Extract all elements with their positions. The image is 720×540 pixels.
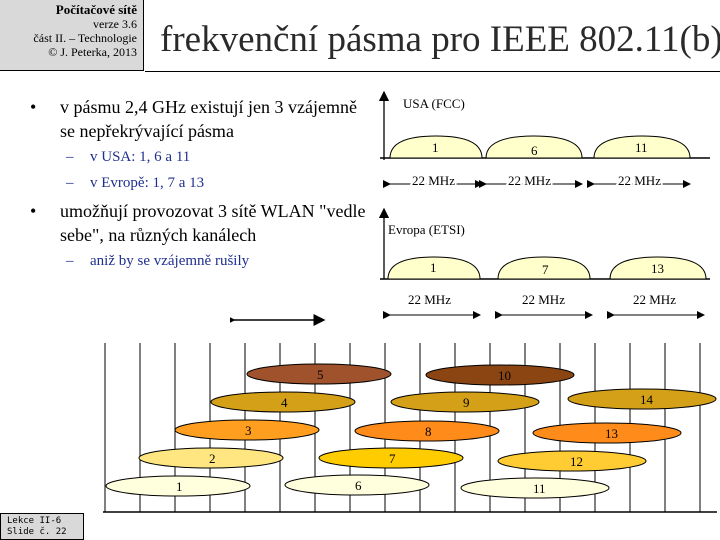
channel-5-band xyxy=(246,363,392,385)
width-label: 22 MHz xyxy=(522,292,565,307)
channel-3-label: 3 xyxy=(245,423,252,438)
channel-6-band xyxy=(284,474,430,496)
channel-8-label: 8 xyxy=(425,424,432,439)
channel-1-band xyxy=(105,475,251,497)
bullet-item: umožňují provozovat 3 sítě WLAN "vedle s… xyxy=(28,199,368,247)
channel-2-label: 2 xyxy=(209,451,216,466)
width-label: 22 MHz xyxy=(412,173,455,188)
slide-label: Slide č. 22 xyxy=(7,527,67,537)
channel-12-label: 12 xyxy=(570,454,583,469)
band-7 xyxy=(497,256,591,280)
band-label: 7 xyxy=(542,262,549,277)
channel-8-band xyxy=(354,420,500,442)
channel-10-band xyxy=(425,364,575,386)
channel-width-arrow xyxy=(230,314,326,326)
region-label: USA (FCC) xyxy=(403,96,465,111)
sub-bullet-item: v Evropě: 1, 7 a 13 xyxy=(28,173,368,193)
version-label: verze 3.6 xyxy=(93,17,137,31)
band-11 xyxy=(593,135,691,159)
width-label: 22 MHz xyxy=(508,173,551,188)
channel-10-label: 10 xyxy=(498,368,511,383)
channel-13-label: 13 xyxy=(605,426,618,441)
band-1 xyxy=(389,135,483,159)
channel-7-band xyxy=(318,447,464,469)
channel-14-label: 14 xyxy=(640,392,654,407)
band-label: 13 xyxy=(651,261,664,276)
channel-13-band xyxy=(532,422,682,444)
channel-4-band xyxy=(210,391,356,413)
channel-11-label: 11 xyxy=(533,481,546,496)
course-name: Počítačové sítě xyxy=(55,2,137,17)
copyright-label: © J. Peterka, 2013 xyxy=(48,45,137,59)
width-label: 22 MHz xyxy=(408,292,451,307)
band-13 xyxy=(609,256,707,280)
usa-band-diagram: USA (FCC) 1 6 11 22 MHz 22 MHz 22 MHz xyxy=(378,90,710,190)
width-label: 22 MHz xyxy=(618,173,661,188)
channel-11-band xyxy=(460,477,610,499)
band-1 xyxy=(387,256,481,280)
lesson-label: Lekce II-6 xyxy=(7,516,62,526)
bullet-item: v pásmu 2,4 GHz existují jen 3 vzájemně … xyxy=(28,95,368,143)
channel-4-label: 4 xyxy=(281,395,288,410)
channel-3-band xyxy=(174,419,320,441)
width-label: 22 MHz xyxy=(633,292,676,307)
band-label: 1 xyxy=(430,260,437,275)
slide-title: frekvenční pásma pro IEEE 802.11(b) xyxy=(160,19,720,60)
channel-5-label: 5 xyxy=(317,367,324,382)
channel-12-band xyxy=(497,450,647,472)
europe-band-diagram: Evropa (ETSI) 1 7 13 22 MHz 22 MHz 22 MH… xyxy=(378,207,710,319)
course-info-box: Počítačové sítě verze 3.6 část II. – Tec… xyxy=(0,0,144,71)
sub-bullet-item: aniž by se vzájemně rušily xyxy=(28,251,368,271)
channel-6-label: 6 xyxy=(355,478,362,493)
region-label: Evropa (ETSI) xyxy=(388,222,465,237)
band-label: 1 xyxy=(432,140,439,155)
bullet-list: v pásmu 2,4 GHz existují jen 3 vzájemně … xyxy=(28,95,368,277)
sub-bullet-item: v USA: 1, 6 a 11 xyxy=(28,147,368,167)
slide-number-box: Lekce II-6 Slide č. 22 xyxy=(0,513,84,540)
channel-14-band xyxy=(567,388,717,410)
channel-9-band xyxy=(390,391,540,413)
part-label: část II. – Technologie xyxy=(33,31,137,45)
channel-7-label: 7 xyxy=(389,451,396,466)
band-6 xyxy=(485,135,583,159)
channel-2-band xyxy=(138,447,284,469)
channel-1-label: 1 xyxy=(176,479,183,494)
band-label: 6 xyxy=(531,143,538,158)
title-bar xyxy=(145,0,720,72)
channel-9-label: 9 xyxy=(463,395,470,410)
band-label: 11 xyxy=(635,140,648,155)
